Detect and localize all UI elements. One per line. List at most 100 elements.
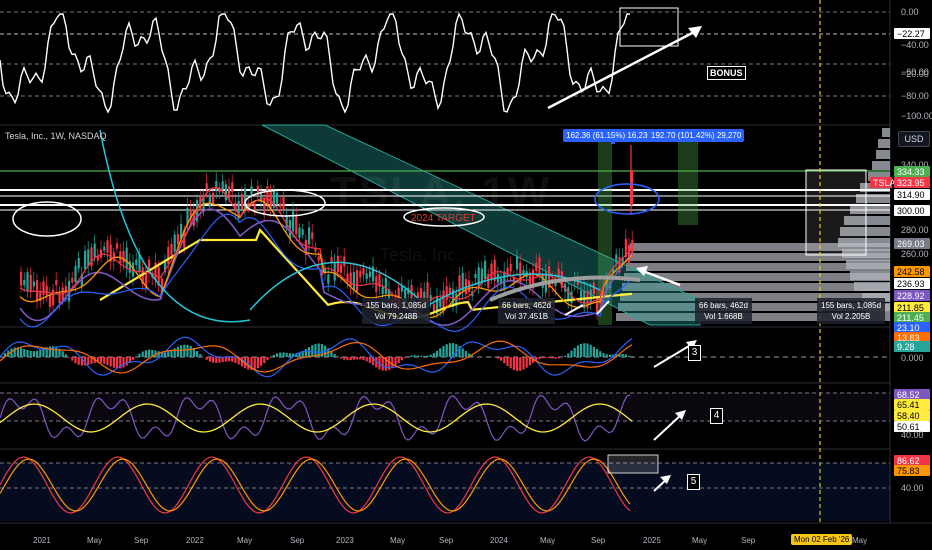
macd-hist-bar xyxy=(119,357,122,369)
macd-hist-bar xyxy=(20,347,23,357)
candle-body xyxy=(458,275,461,295)
svg-text:TSLA: TSLA xyxy=(873,178,896,188)
price-tag: 65.41 xyxy=(894,399,930,410)
macd-hist-bar xyxy=(42,348,45,357)
trend-arrow-head xyxy=(688,26,702,38)
macd-hist-bar xyxy=(378,357,381,370)
currency-button[interactable]: USD xyxy=(898,131,930,147)
macd-hist-bar xyxy=(586,343,589,357)
range-stat: 66 bars, 462d Vol 1.668B xyxy=(695,298,752,324)
macd-hist-bar xyxy=(282,352,285,357)
macd-hist-bar xyxy=(288,353,291,357)
candle-body xyxy=(260,191,263,202)
time-axis-label: Sep xyxy=(290,536,305,545)
candle-body xyxy=(445,285,448,301)
candle-body xyxy=(512,277,515,282)
time-axis-label: Sep xyxy=(439,536,454,545)
time-axis-label: 2024 xyxy=(490,536,508,545)
curve-grey xyxy=(489,275,641,302)
candle-body xyxy=(618,257,621,273)
macd-hist-bar xyxy=(618,353,621,357)
candle-body xyxy=(423,291,426,303)
candle-body xyxy=(48,294,51,308)
candle-body xyxy=(628,245,631,263)
candle-body xyxy=(90,247,93,267)
time-axis-label: May xyxy=(237,536,253,545)
candle-body xyxy=(71,277,74,283)
price-tag: 236.93 xyxy=(894,278,930,289)
candle-body xyxy=(208,194,211,207)
macd-hist-bar xyxy=(218,357,221,363)
time-axis-label: May xyxy=(390,536,406,545)
curve-cyan-2 xyxy=(249,261,421,311)
macd-hist-bar xyxy=(151,349,154,357)
macd-hist-bar xyxy=(346,357,349,361)
macd-hist-bar xyxy=(605,354,608,357)
macd-hist-bar xyxy=(100,357,103,363)
scale-tick-label: 340.00 xyxy=(901,160,929,170)
macd-hist-bar xyxy=(538,357,541,360)
candle-body xyxy=(180,223,183,240)
candle-body xyxy=(538,257,541,275)
time-axis-label: 2021 xyxy=(33,536,51,545)
macd-hist-bar xyxy=(535,357,538,361)
candle-body xyxy=(45,285,48,296)
macd-hist-bar xyxy=(442,346,445,357)
candle-body xyxy=(490,263,493,279)
candle-body xyxy=(349,272,352,287)
macd-hist-bar xyxy=(80,357,83,366)
price-tag: 334.33 xyxy=(894,166,930,177)
macd-hist-bar xyxy=(551,357,554,359)
volume-profile-bar xyxy=(844,216,890,225)
macd-hist-bar xyxy=(192,348,195,357)
macd-hist-bar xyxy=(279,352,282,357)
price-tag-label: 23.10 xyxy=(897,323,920,333)
macd-hist-bar xyxy=(468,353,471,357)
candle-body xyxy=(135,259,138,265)
candle-body xyxy=(295,215,298,235)
macd-hist-bar xyxy=(429,354,432,357)
macd-hist-bar xyxy=(413,355,416,357)
macd-hist-bar xyxy=(528,357,531,366)
panel-number-4: 4 xyxy=(710,408,723,424)
scale-tick-label: 0.000 xyxy=(901,353,924,363)
right-price-scale[interactable]: 0.00−20.00−40.00−60.00−80.00−100.00−20.0… xyxy=(870,7,932,493)
measure-label-1: 162.36 (61.15%) 16,236 xyxy=(563,129,655,142)
macd-hist-bar xyxy=(144,350,147,357)
macd-hist-bar xyxy=(36,350,39,357)
macd-hist-bar xyxy=(212,357,215,363)
macd-hist-bar xyxy=(250,357,253,371)
symbol-title[interactable]: Tesla, Inc., 1W, NASDAQ xyxy=(5,131,107,141)
macd-hist-bar xyxy=(87,357,90,365)
macd-hist-bar xyxy=(96,357,99,363)
volume-profile-bar xyxy=(876,150,890,159)
macd-hist-bar xyxy=(522,357,525,370)
volume-profile-bar xyxy=(872,161,890,170)
scale-tick-label: −20.00 xyxy=(901,69,929,79)
stoch-panel xyxy=(0,454,890,521)
macd-hist-bar xyxy=(381,357,384,371)
candle-body xyxy=(528,272,531,285)
volume-profile-bar xyxy=(622,283,890,291)
macd-hist-bar xyxy=(394,357,397,366)
macd-hist-bar xyxy=(471,355,474,357)
macd-hist-bar xyxy=(554,357,557,359)
macd-hist-bar xyxy=(388,357,391,370)
candle-body xyxy=(276,192,279,205)
macd-hist-bar xyxy=(173,348,176,357)
macd-hist-bar xyxy=(74,357,77,364)
candle-body xyxy=(55,280,58,285)
macd-hist-bar xyxy=(519,357,522,371)
macd-hist-bar xyxy=(256,357,259,369)
volume-profile-bar xyxy=(882,128,890,137)
macd-hist-bar xyxy=(448,343,451,357)
volume-profile-bar xyxy=(620,293,890,301)
candle-body xyxy=(176,234,179,245)
macd-hist-bar xyxy=(272,354,275,357)
candle-body xyxy=(122,251,125,263)
macd-hist-bar xyxy=(292,353,295,357)
candle-body xyxy=(624,238,627,258)
stoch-d xyxy=(0,458,631,512)
macd-hist-bar xyxy=(231,357,234,362)
